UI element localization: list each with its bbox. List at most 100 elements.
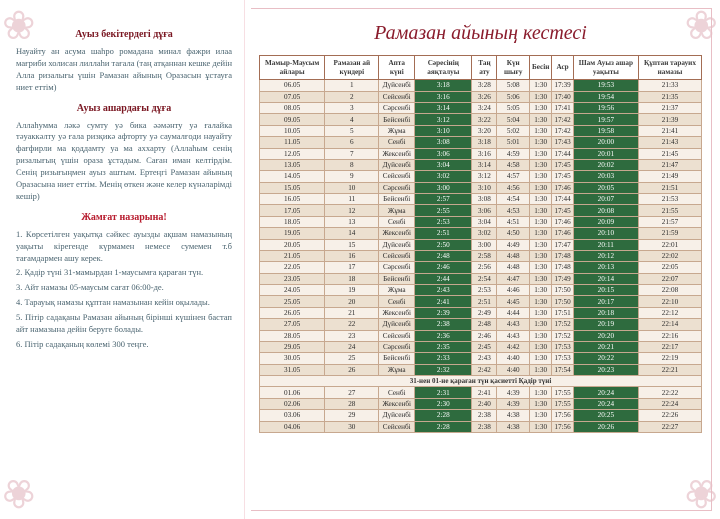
table-cell: Жұма: [379, 364, 415, 375]
left-panel: Ауыз бекітердегі дұға Науайту ан асума ш…: [0, 0, 245, 519]
table-cell: 3:22: [472, 114, 497, 125]
table-cell: 2:56: [472, 262, 497, 273]
table-cell: 21:35: [638, 91, 701, 102]
table-cell: 17:50: [552, 296, 573, 307]
table-cell: 20:18: [573, 307, 638, 318]
table-cell: 5: [325, 125, 379, 136]
table-cell: 15.05: [260, 182, 325, 193]
table-cell: 26: [325, 364, 379, 375]
table-cell: 17:52: [552, 330, 573, 341]
table-row: 15.0510Сәрсенбі3:003:104:561:3017:4620:0…: [260, 182, 702, 193]
right-panel: Рамазан айының кестесі Мамыр-Маусым айла…: [245, 0, 720, 519]
table-cell: 26.05: [260, 307, 325, 318]
table-cell: 1:30: [530, 421, 552, 432]
table-cell: 19:53: [573, 80, 638, 91]
table-cell: 2:36: [415, 330, 472, 341]
table-cell: 29.05: [260, 341, 325, 352]
qadir-night-note: 31-нен 01-не қараған түн қасиетті Қадір …: [260, 376, 702, 387]
table-cell: 4:43: [497, 330, 530, 341]
ornament-corner: ❀: [2, 461, 58, 517]
table-cell: 2:28: [415, 410, 472, 421]
table-cell: 1:30: [530, 228, 552, 239]
table-cell: 2:42: [472, 364, 497, 375]
table-cell: 18.05: [260, 216, 325, 227]
table-cell: 23.05: [260, 273, 325, 284]
table-cell: 4:54: [497, 194, 530, 205]
table-cell: Жексенбі: [379, 307, 415, 318]
table-cell: 1:30: [530, 103, 552, 114]
table-cell: 1:30: [530, 159, 552, 170]
table-cell: 1: [325, 80, 379, 91]
table-cell: 3:12: [415, 114, 472, 125]
table-cell: 17:52: [552, 319, 573, 330]
table-cell: 20:08: [573, 205, 638, 216]
table-cell: 8: [325, 159, 379, 170]
table-cell: 1:30: [530, 182, 552, 193]
table-cell: 3:08: [472, 194, 497, 205]
table-cell: 17:48: [552, 262, 573, 273]
table-cell: 17:54: [552, 364, 573, 375]
table-row: 27.0522Дүйсенбі2:382:484:431:3017:5220:1…: [260, 319, 702, 330]
table-cell: Бейсенбі: [379, 273, 415, 284]
table-cell: 22:01: [638, 239, 701, 250]
table-cell: 08.05: [260, 103, 325, 114]
table-cell: Жексенбі: [379, 228, 415, 239]
table-cell: 22:22: [638, 387, 701, 398]
table-cell: 3:02: [472, 228, 497, 239]
table-cell: 19: [325, 285, 379, 296]
table-row: 07.052Сейсенбі3:163:265:061:3017:4019:54…: [260, 91, 702, 102]
table-cell: 16: [325, 250, 379, 261]
table-cell: 22:21: [638, 364, 701, 375]
table-cell: 17:51: [552, 307, 573, 318]
table-cell: 1:30: [530, 216, 552, 227]
table-cell: 2:43: [472, 353, 497, 364]
table-cell: 2:45: [472, 341, 497, 352]
table-cell: 4:39: [497, 398, 530, 409]
table-header: Мамыр-Маусым айлары: [260, 56, 325, 80]
table-row: 21.0516Сейсенбі2:482:584:481:3017:4820:1…: [260, 250, 702, 261]
table-cell: 20:22: [573, 353, 638, 364]
table-header: Сәресінің аяқталуы: [415, 56, 472, 80]
table-row: 03.0629Дүйсенбі2:282:384:381:3017:5620:2…: [260, 410, 702, 421]
table-cell: 22:10: [638, 296, 701, 307]
table-cell: Жұма: [379, 125, 415, 136]
table-cell: 20:25: [573, 410, 638, 421]
table-cell: 30.05: [260, 353, 325, 364]
table-cell: 3:24: [472, 103, 497, 114]
prayer2-text: Аллаһумма ләкә сумту уә бика әәмәнту уә …: [16, 120, 232, 203]
table-cell: 5:02: [497, 125, 530, 136]
table-row: 26.0521Жексенбі2:392:494:441:3017:5120:1…: [260, 307, 702, 318]
table-cell: Бейсенбі: [379, 353, 415, 364]
table-cell: 20:11: [573, 239, 638, 250]
table-cell: 20:19: [573, 319, 638, 330]
table-cell: 3:12: [472, 171, 497, 182]
table-row: 13.058Дүйсенбі3:043:144:581:3017:4520:02…: [260, 159, 702, 170]
table-cell: 20:15: [573, 285, 638, 296]
table-cell: 6: [325, 137, 379, 148]
table-cell: 2:40: [472, 398, 497, 409]
table-cell: 3:02: [415, 171, 472, 182]
table-cell: 4:46: [497, 285, 530, 296]
table-cell: 4:47: [497, 273, 530, 284]
table-cell: 4:48: [497, 250, 530, 261]
table-cell: 2:53: [472, 285, 497, 296]
table-row: 08.053Сәрсенбі3:143:245:051:3017:4119:56…: [260, 103, 702, 114]
table-row: 09.054Бейсенбі3:123:225:041:3017:4219:57…: [260, 114, 702, 125]
table-cell: Дүйсенбі: [379, 80, 415, 91]
table-cell: 20:12: [573, 250, 638, 261]
ornament-corner: ❀: [2, 2, 58, 58]
table-cell: 22:19: [638, 353, 701, 364]
table-cell: 2:51: [472, 296, 497, 307]
table-cell: 20:23: [573, 364, 638, 375]
table-cell: 2: [325, 91, 379, 102]
table-row: 16.0511Бейсенбі2:573:084:541:3017:4420:0…: [260, 194, 702, 205]
table-cell: 3:10: [472, 182, 497, 193]
table-cell: 20:20: [573, 330, 638, 341]
table-cell: 29: [325, 410, 379, 421]
table-row: 31.0526Жұма2:322:424:401:3017:5420:2322:…: [260, 364, 702, 375]
table-cell: 20:02: [573, 159, 638, 170]
table-cell: 1:30: [530, 387, 552, 398]
table-cell: 11: [325, 194, 379, 205]
table-cell: 17:40: [552, 91, 573, 102]
table-cell: 3:18: [415, 80, 472, 91]
